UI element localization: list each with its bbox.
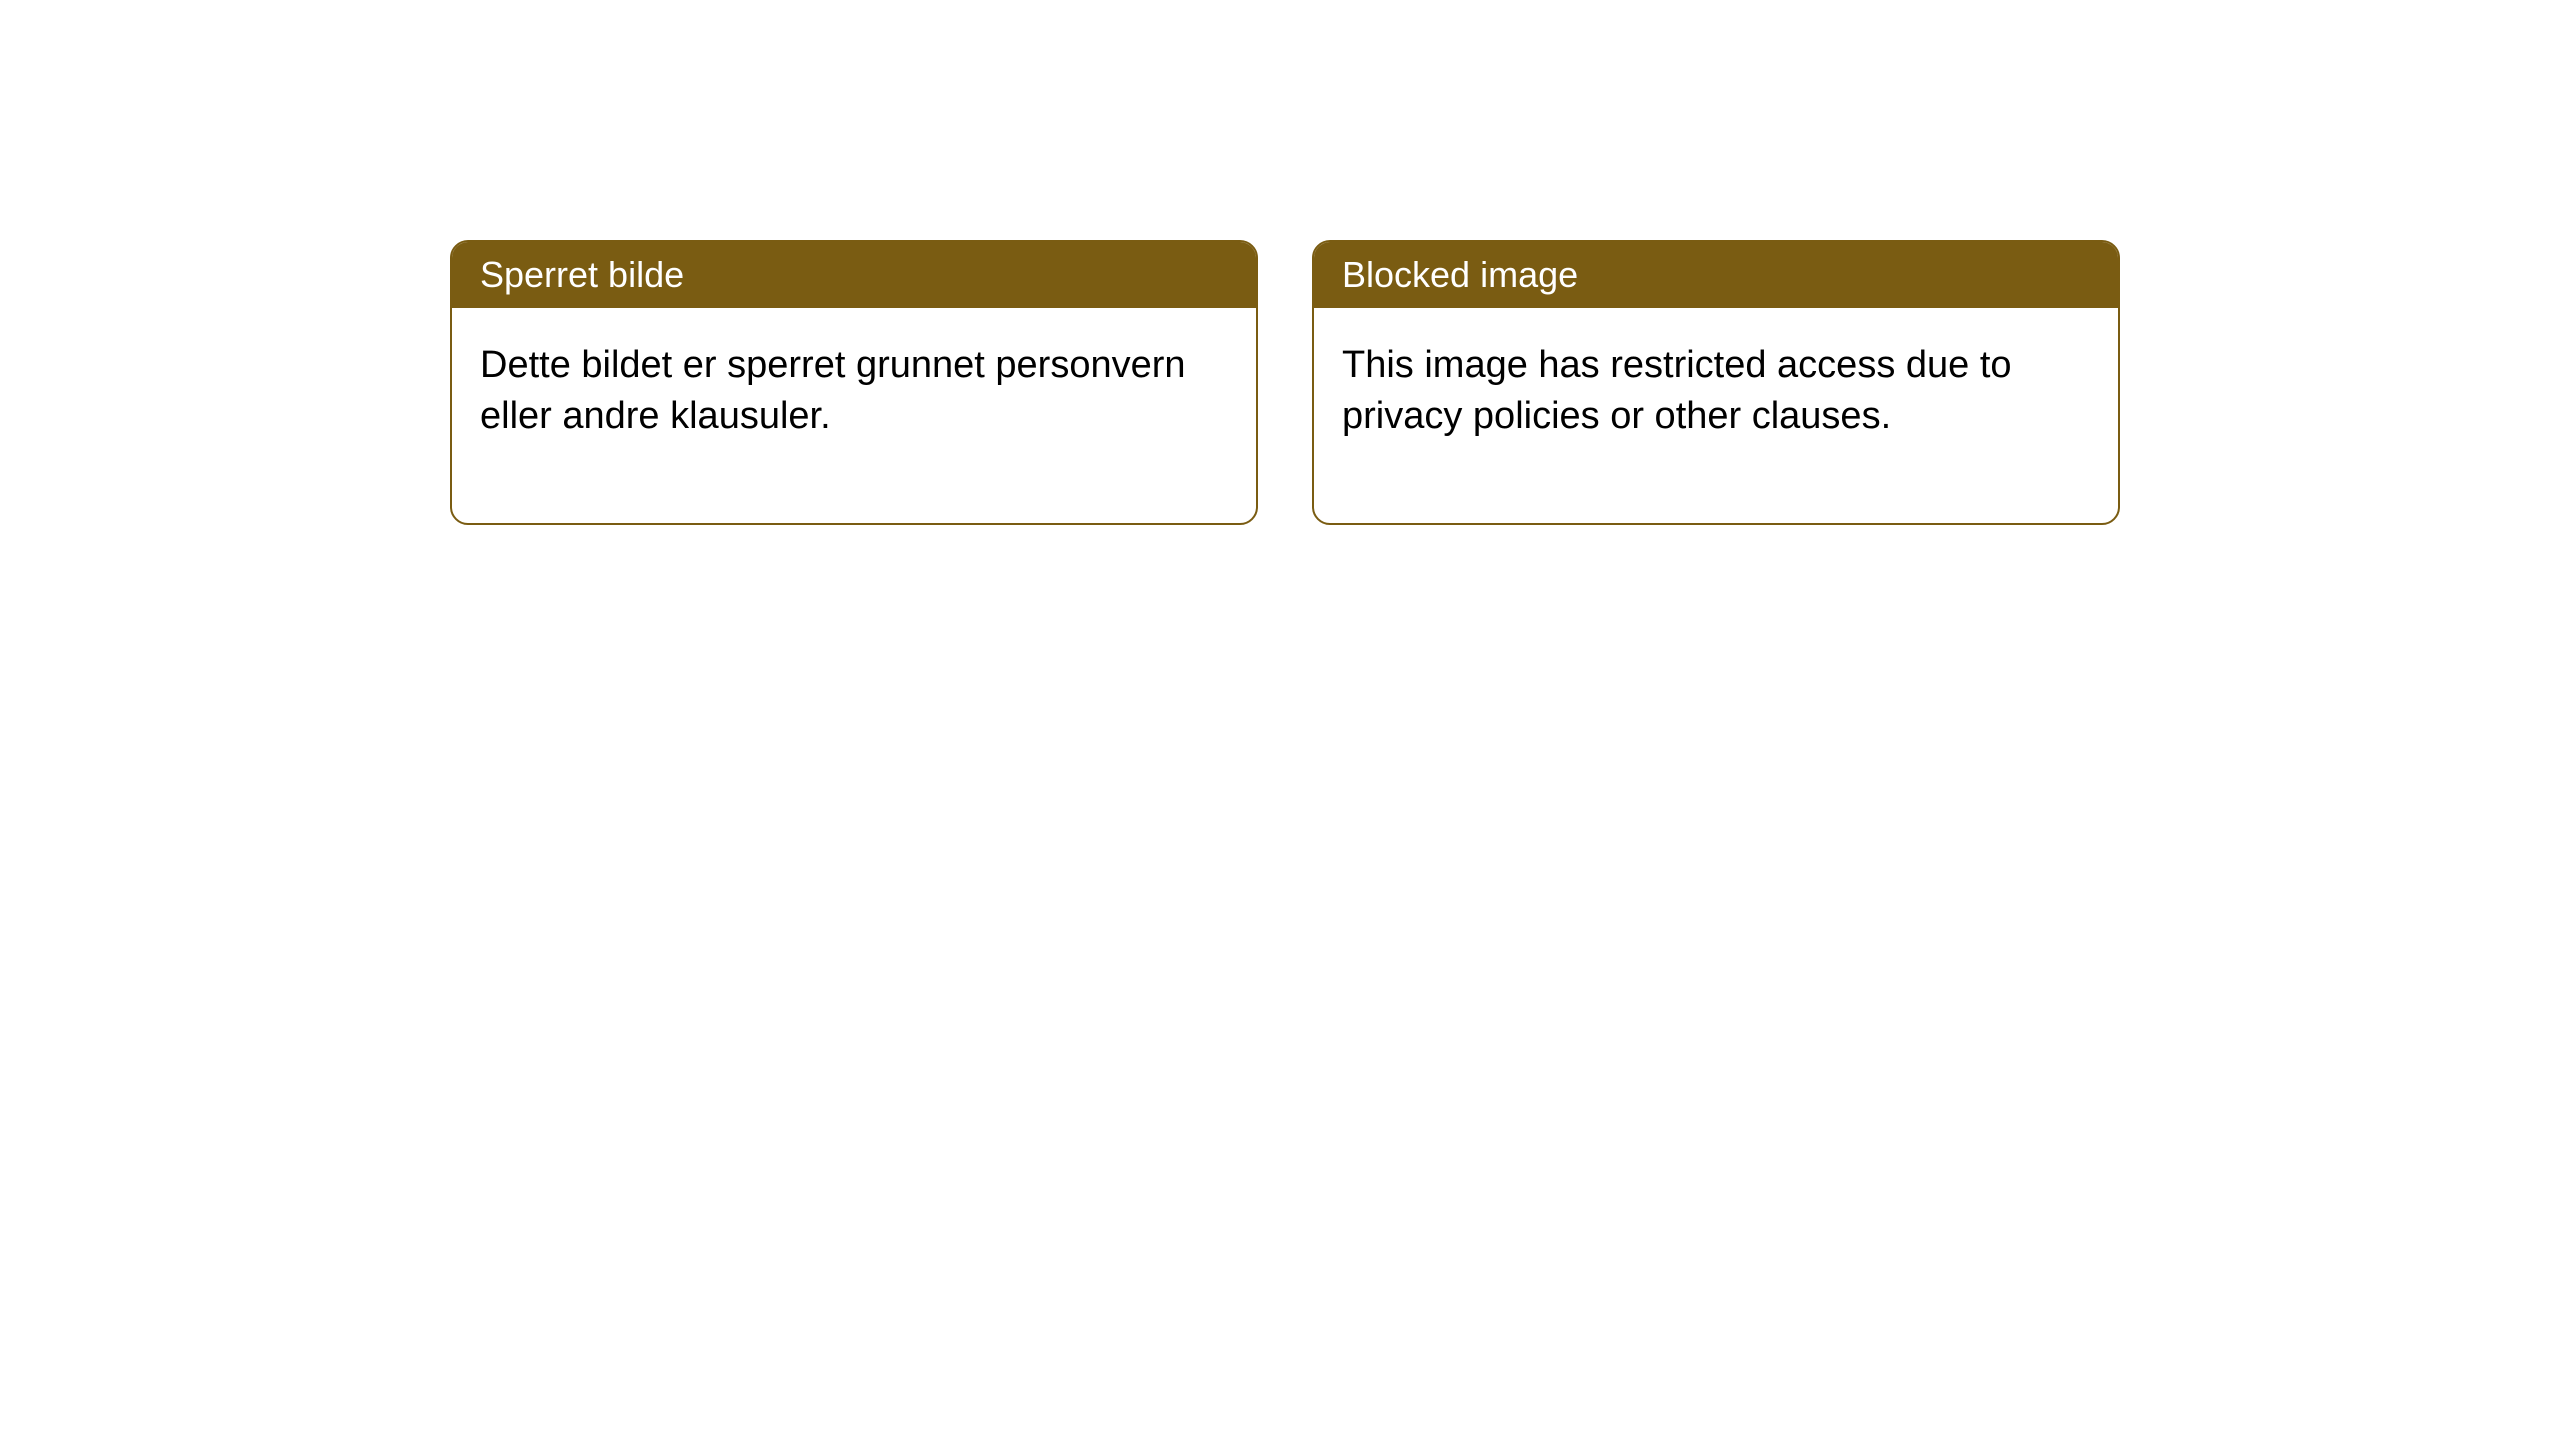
card-body-text: Dette bildet er sperret grunnet personve…	[480, 344, 1186, 437]
card-header: Blocked image	[1314, 242, 2118, 308]
card-body-text: This image has restricted access due to …	[1342, 344, 2012, 437]
notice-cards-container: Sperret bilde Dette bildet er sperret gr…	[450, 240, 2120, 525]
card-body: Dette bildet er sperret grunnet personve…	[452, 308, 1256, 523]
card-body: This image has restricted access due to …	[1314, 308, 2118, 523]
blocked-image-card-english: Blocked image This image has restricted …	[1312, 240, 2120, 525]
blocked-image-card-norwegian: Sperret bilde Dette bildet er sperret gr…	[450, 240, 1258, 525]
card-header-text: Blocked image	[1342, 254, 1578, 295]
card-header: Sperret bilde	[452, 242, 1256, 308]
card-header-text: Sperret bilde	[480, 254, 684, 295]
